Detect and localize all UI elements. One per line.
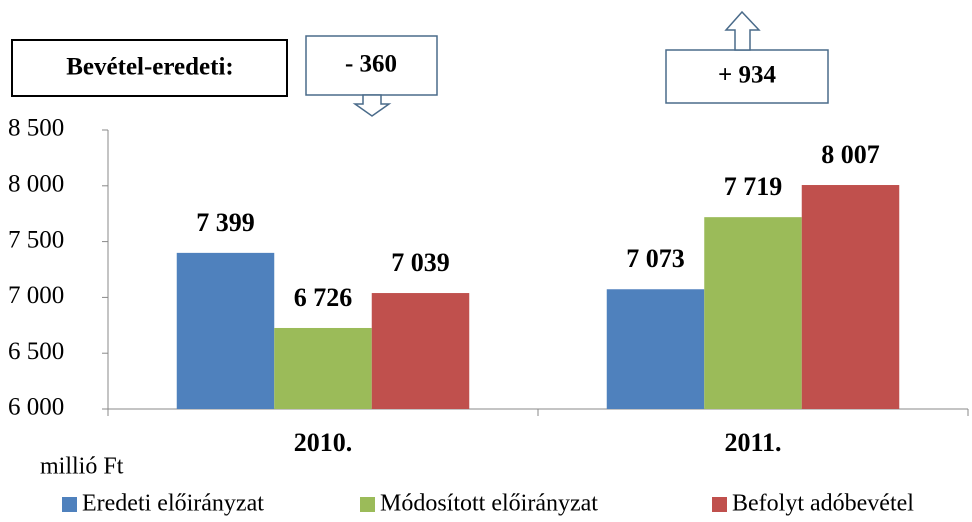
legend-swatch [712, 497, 727, 512]
annotation: + 934 [718, 62, 776, 89]
y-tick-label: 6 500 [8, 338, 64, 365]
legend-label: Módosított előirányzat [380, 491, 598, 517]
bar [606, 289, 705, 409]
annotation-box [305, 35, 438, 96]
y-tick-label: 7 000 [8, 282, 64, 309]
x-tick-label: 2011. [724, 428, 781, 457]
annotation: - 360 [345, 51, 397, 78]
bar [176, 252, 275, 409]
y-tick-label: 7 500 [8, 226, 64, 253]
annotation: Bevétel-eredeti: [66, 54, 234, 81]
bar [801, 185, 900, 409]
bar [274, 327, 372, 409]
annotation-box [11, 39, 288, 97]
value-label: 8 007 [821, 140, 880, 169]
value-label: 7 039 [391, 248, 450, 277]
legend-swatch [62, 497, 77, 512]
value-label: 6 726 [294, 283, 353, 312]
legend-label: Eredeti előirányzat [82, 491, 264, 517]
up-arrow [724, 10, 761, 51]
x-tick-label: 2010. [294, 428, 353, 457]
y-tick-label: 8 500 [8, 115, 64, 142]
value-label: 7 073 [626, 244, 685, 273]
value-label: 7 399 [196, 208, 255, 237]
y-tick-label: 8 000 [8, 171, 64, 198]
value-label: 7 719 [724, 172, 783, 201]
bar [704, 217, 802, 409]
down-arrow [352, 94, 392, 117]
y-tick-label: 6 000 [8, 394, 64, 421]
legend-swatch [360, 497, 375, 512]
bar [371, 293, 470, 409]
unit-label: millió Ft [40, 454, 124, 480]
legend-label: Befolyt adóbevétel [732, 491, 914, 517]
